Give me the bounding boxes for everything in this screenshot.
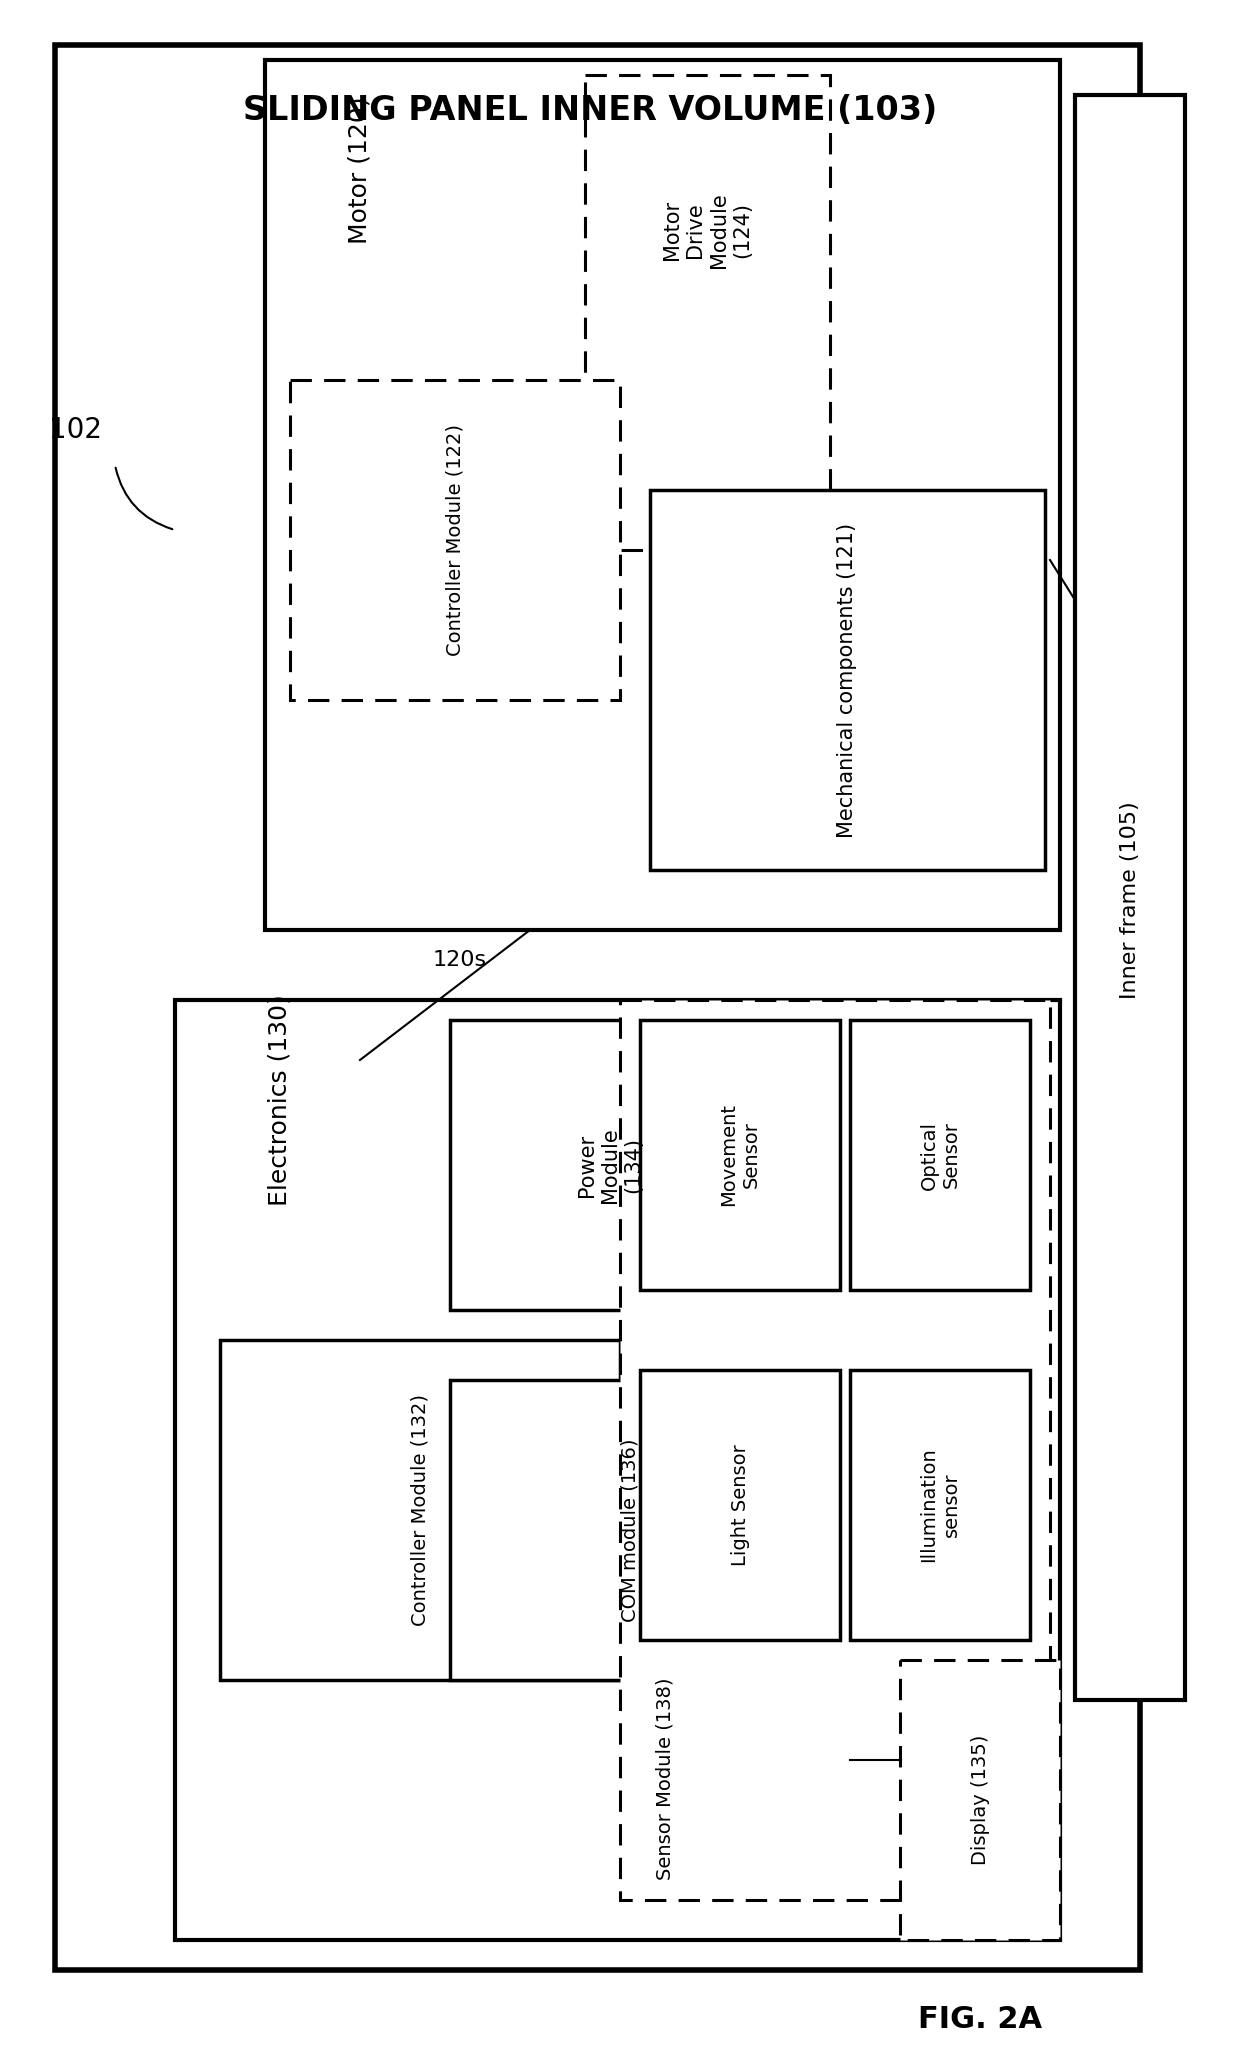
Text: Illumination
sensor: Illumination sensor: [920, 1447, 961, 1563]
Text: Light Sensor: Light Sensor: [730, 1445, 749, 1565]
Bar: [849, 1021, 1030, 1290]
Bar: [265, 60, 1060, 929]
Text: 102: 102: [48, 416, 102, 443]
Text: Movement
Sensor: Movement Sensor: [719, 1103, 760, 1207]
Text: Display (135): Display (135): [971, 1735, 990, 1865]
Text: Inner frame (105): Inner frame (105): [1120, 801, 1140, 1000]
Text: Motor
Drive
Module
(124): Motor Drive Module (124): [662, 193, 751, 267]
Text: Controller Module (132): Controller Module (132): [410, 1393, 429, 1627]
Bar: [1075, 95, 1185, 1699]
Bar: [640, 1370, 839, 1639]
Text: Optical
Sensor: Optical Sensor: [920, 1120, 961, 1190]
Text: COM module (136): COM module (136): [620, 1439, 640, 1621]
Text: 120s: 120s: [433, 950, 487, 971]
Text: Electronics (130): Electronics (130): [268, 994, 291, 1207]
Text: Mechanical components (121): Mechanical components (121): [837, 522, 857, 838]
Text: Motor (120): Motor (120): [348, 95, 372, 244]
Bar: [849, 1370, 1030, 1639]
Bar: [55, 46, 1140, 1971]
Text: Power
Module
(134): Power Module (134): [577, 1128, 644, 1203]
Text: Controller Module (122): Controller Module (122): [445, 424, 465, 656]
Bar: [219, 1339, 620, 1681]
Bar: [175, 1000, 1060, 1940]
Bar: [585, 75, 830, 551]
Text: Sensor Module (138): Sensor Module (138): [656, 1677, 675, 1880]
Bar: [290, 381, 620, 700]
Bar: [450, 1381, 810, 1681]
Bar: [900, 1660, 1060, 1940]
Bar: [640, 1021, 839, 1290]
Bar: [450, 1021, 770, 1310]
Bar: [620, 1000, 1050, 1900]
Bar: [650, 491, 1045, 869]
Text: FIG. 2A: FIG. 2A: [918, 2006, 1042, 2035]
Text: SLIDING PANEL INNER VOLUME (103): SLIDING PANEL INNER VOLUME (103): [243, 93, 937, 126]
